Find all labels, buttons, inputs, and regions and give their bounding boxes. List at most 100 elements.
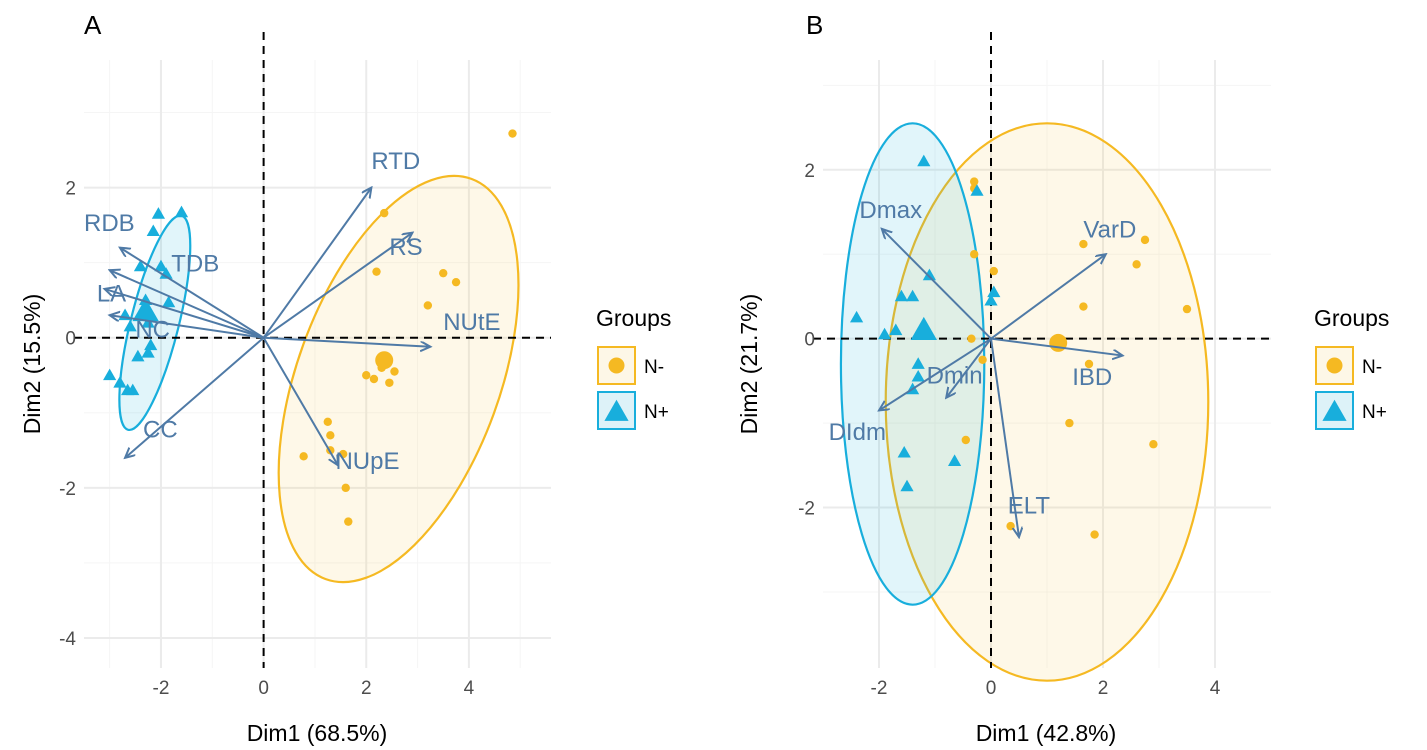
variable-arrow [990,254,1106,340]
y-tick-label: 2 [65,179,76,200]
legend-entry-label: N- [1362,357,1382,378]
legend: Groups N- N+ [1314,305,1389,430]
data-point [978,355,987,364]
data-point [174,205,189,218]
data-point [451,277,461,287]
data-point [1065,418,1074,428]
legend-title: Groups [1314,305,1389,331]
data-point [123,319,137,332]
y-tick-label: 0 [804,330,815,351]
variable-arrow [105,289,264,339]
y-tick-label: 0 [65,329,76,350]
variable-arrow [110,315,264,339]
variable-arrows: Dmax VarD IBD Dmin DIdm ELT [829,197,1136,537]
data-point [508,129,517,138]
x-tick-label: -2 [871,678,888,699]
data-point [889,323,903,336]
variable-arrow [990,338,1019,537]
variable-arrow [262,337,338,466]
data-point [1006,521,1015,531]
data-point [162,295,176,308]
variable-label: CC [143,417,178,444]
legend-key-triangle [1322,399,1347,421]
data-point [362,371,371,380]
data-point [1084,359,1094,369]
variable-label: VarD [1083,216,1136,243]
data-point [970,184,984,196]
data-point [900,479,914,492]
legend-key-triangle [604,399,629,421]
group-centroid [1049,333,1068,352]
variable-label: LA [97,281,126,308]
data-point [299,452,308,461]
x-axis-title: Dim1 (68.5%) [247,720,388,746]
confidence-ellipse-n-minus [277,174,520,584]
data-point [113,376,127,388]
data-point [439,268,448,278]
x-tick-label: 0 [986,678,997,699]
data-point [341,483,350,493]
variable-arrow [120,248,265,339]
data-point [380,208,389,218]
tick-labels: -2 0 2 4 -2 0 2 [798,161,1221,699]
data-point [970,177,979,186]
x-axis-title: Dim1 (42.8%) [976,720,1117,746]
data-point [151,207,166,219]
data-point [1090,530,1099,539]
data-point [126,383,140,396]
variable-label: NC [135,317,170,344]
variable-arrow [882,229,992,340]
legend-key-circle [608,357,625,374]
x-tick-label: 2 [1098,678,1109,699]
data-point [894,289,908,302]
variable-label: TDB [171,251,219,278]
legend-title: Groups [596,305,671,331]
variable-label: RS [389,234,422,261]
data-point [144,338,158,351]
variable-label: Dmin [927,362,983,389]
data-point [961,435,970,445]
legend-entry-label: N+ [1362,402,1387,423]
data-point [326,431,335,440]
x-tick-label: -2 [153,678,170,699]
y-tick-label: -4 [59,629,76,650]
variable-arrow [125,336,265,458]
x-tick-label: 4 [464,678,475,699]
y-tick-label: 2 [804,161,815,182]
data-point [987,285,1001,298]
tick-labels: -2 0 2 4 -4 -2 0 2 [59,179,475,699]
variable-arrow [263,233,413,339]
data-point [1132,260,1141,269]
variable-arrow [946,338,992,398]
y-tick-label: -2 [59,479,76,500]
panel-label: A [84,10,102,40]
legend-key-circle [1326,357,1343,374]
x-tick-label: 4 [1210,678,1221,699]
variable-label: RDB [84,210,135,237]
data-point [948,454,962,466]
data-point [1079,302,1088,311]
data-point [1079,239,1088,249]
variable-arrow [990,337,1123,356]
variable-label: NUpE [335,448,399,475]
data-point [344,517,353,526]
series-n-minus [299,129,517,526]
data-point [911,357,925,369]
data-point [423,301,433,310]
variable-arrows: RTD RS NUtE NUpE CC NC LA TDB RDB [84,148,501,475]
y-axis-title: Dim2 (21.7%) [736,294,762,435]
data-point [154,259,168,272]
data-point [323,417,332,426]
group-centroid [910,316,937,340]
variable-label: ELT [1008,492,1051,519]
variable-label: NUtE [443,309,500,336]
variable-arrow [262,188,372,339]
variable-label: DIdm [829,419,886,446]
data-point [1182,304,1192,314]
variable-label: IBD [1072,364,1112,391]
panel-label: B [806,10,823,40]
data-point [390,367,399,376]
data-point [1149,440,1158,449]
group-centroid [132,298,159,322]
